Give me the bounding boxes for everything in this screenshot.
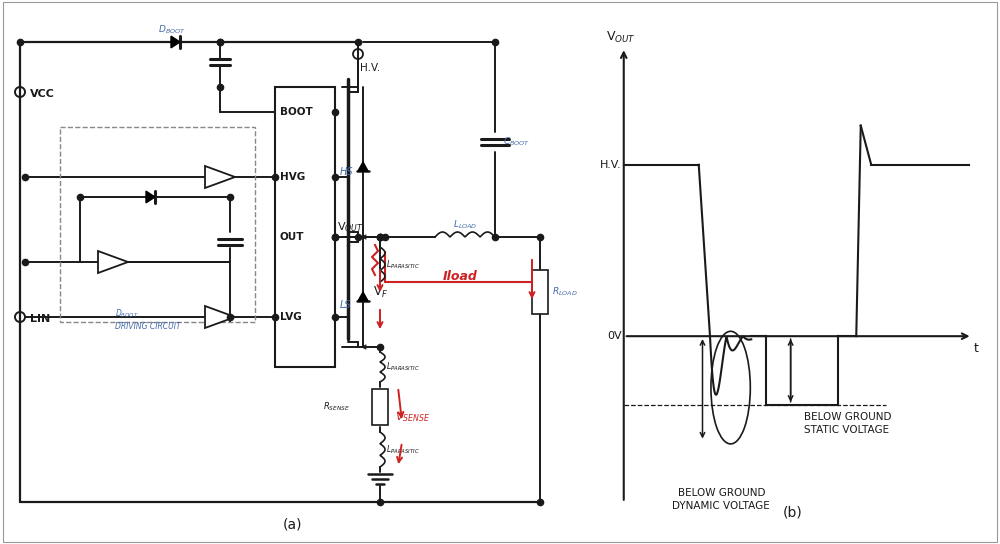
Text: LS: LS <box>340 300 352 310</box>
Polygon shape <box>146 191 155 203</box>
Text: L$_{PARASITIC}$: L$_{PARASITIC}$ <box>386 361 420 373</box>
Text: H.V.: H.V. <box>360 63 380 73</box>
Text: C$_{BOOT}$: C$_{BOOT}$ <box>503 136 530 149</box>
Text: D$_{BOOT}$: D$_{BOOT}$ <box>158 24 186 36</box>
Text: Iload: Iload <box>443 270 477 283</box>
Text: R$_{LOAD}$: R$_{LOAD}$ <box>552 286 578 298</box>
Text: D$_{BOOT}$
DRIVING CIRCUIT: D$_{BOOT}$ DRIVING CIRCUIT <box>115 307 181 331</box>
Text: (b): (b) <box>783 505 802 520</box>
Text: LVG: LVG <box>280 312 302 322</box>
Bar <box>275 87 335 367</box>
Text: HS: HS <box>340 167 354 177</box>
Bar <box>532 270 548 314</box>
Text: BELOW GROUND
STATIC VOLTAGE: BELOW GROUND STATIC VOLTAGE <box>804 412 891 435</box>
Text: VCC: VCC <box>30 89 55 99</box>
Bar <box>372 389 388 425</box>
Text: H.V.: H.V. <box>600 160 622 170</box>
Text: OUT: OUT <box>280 232 304 242</box>
Text: V$_F$: V$_F$ <box>373 285 388 300</box>
Text: V$_{OUT}$: V$_{OUT}$ <box>337 220 364 234</box>
Bar <box>60 127 255 322</box>
Text: HVG: HVG <box>280 172 305 182</box>
Polygon shape <box>98 251 128 273</box>
Polygon shape <box>205 166 235 188</box>
Text: 0V: 0V <box>607 331 622 341</box>
Text: t: t <box>974 342 979 355</box>
Text: V$_{SENSE}$: V$_{SENSE}$ <box>395 410 430 424</box>
Polygon shape <box>171 36 180 48</box>
Text: L$_{PARASITIC}$: L$_{PARASITIC}$ <box>386 258 420 271</box>
Polygon shape <box>205 306 235 328</box>
Text: L$_{LOAD}$: L$_{LOAD}$ <box>453 219 477 231</box>
Text: LIN: LIN <box>30 314 50 324</box>
Text: BELOW GROUND
DYNAMIC VOLTAGE: BELOW GROUND DYNAMIC VOLTAGE <box>672 488 770 511</box>
Polygon shape <box>358 292 368 301</box>
Text: BOOT: BOOT <box>280 107 313 117</box>
Text: V$_{OUT}$: V$_{OUT}$ <box>606 30 636 45</box>
Polygon shape <box>358 162 368 171</box>
Text: R$_{SENSE}$: R$_{SENSE}$ <box>323 401 350 413</box>
Text: (a): (a) <box>283 517 302 531</box>
Text: L$_{PARASITIC}$: L$_{PARASITIC}$ <box>386 443 420 456</box>
